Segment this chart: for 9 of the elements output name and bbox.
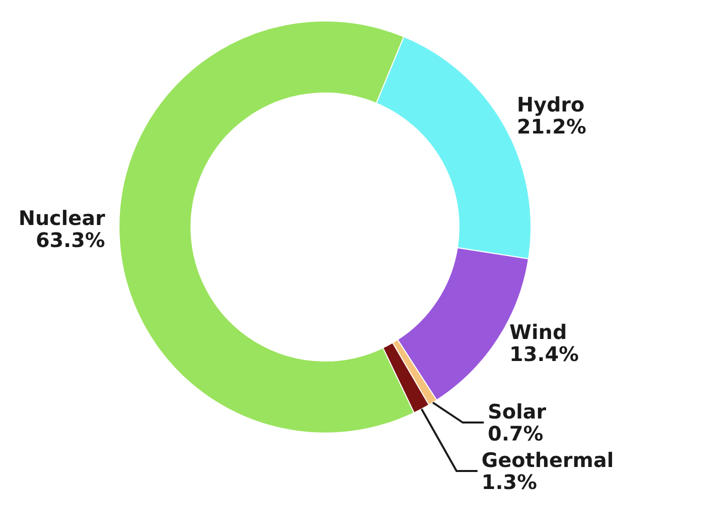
- data-label: 1.3%: [482, 470, 538, 494]
- slice-label: Nuclear: [18, 206, 106, 230]
- slice-label: Solar: [488, 400, 546, 424]
- slice-label: Geothermal: [482, 448, 614, 472]
- slice-label: Hydro: [516, 92, 585, 116]
- data-label: 0.7%: [488, 422, 544, 446]
- data-label: 13.4%: [509, 342, 579, 366]
- slice-label: Wind: [509, 320, 567, 344]
- data-label: 63.3%: [36, 228, 106, 252]
